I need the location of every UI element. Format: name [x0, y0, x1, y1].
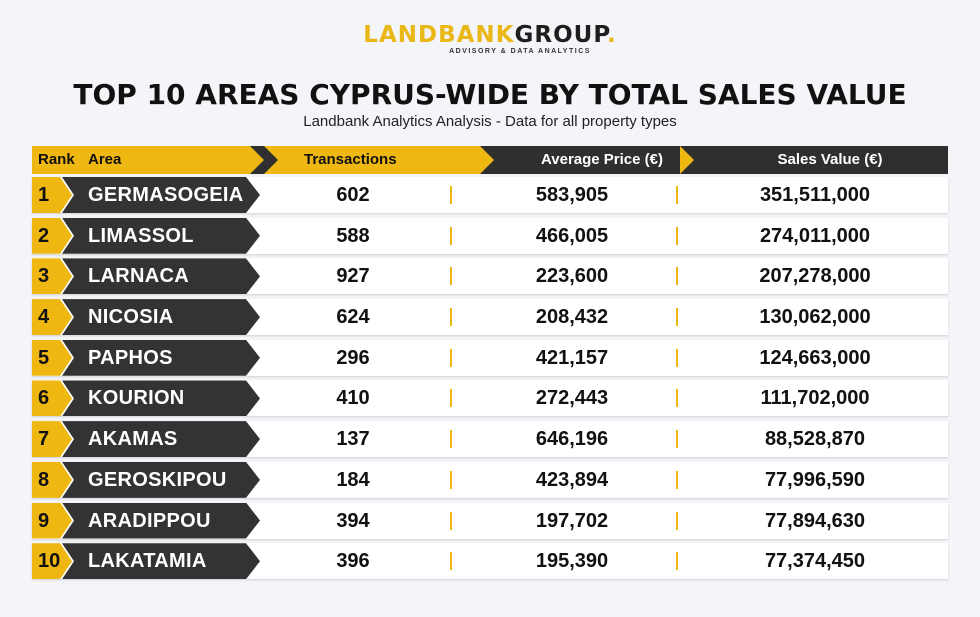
transactions-cell: 602	[336, 184, 370, 206]
sales-value-cell: 351,511,000	[759, 184, 871, 206]
area-badge	[62, 217, 260, 254]
area-name: LIMASSOL	[88, 224, 194, 247]
area-name: GEROSKIPOU	[88, 468, 227, 491]
table-row: 8 GEROSKIPOU 184 423,894 77,996,590	[32, 461, 948, 498]
transactions-cell: 624	[336, 306, 370, 329]
sales-value-cell: 124,663,000	[759, 346, 871, 369]
logo-part-landbank: LANDBANK	[363, 22, 515, 48]
area-badge	[62, 339, 260, 376]
header-transactions-bg	[264, 146, 494, 174]
column-separator	[450, 389, 452, 408]
area-name: KOURION	[88, 387, 185, 410]
area-badge	[62, 421, 260, 458]
column-separator	[450, 348, 452, 367]
area-badge	[62, 461, 260, 498]
average-price-cell: 421,157	[535, 346, 609, 369]
column-separator	[450, 186, 452, 204]
sales-value-cell: 111,702,000	[760, 387, 870, 410]
average-price-cell: 423,894	[535, 468, 609, 491]
page-title: TOP 10 AREAS CYPRUS-WIDE BY TOTAL SALES …	[73, 78, 907, 111]
transactions-cell: 588	[336, 224, 370, 247]
transactions-cell: 396	[336, 550, 370, 573]
sales-value-cell: 77,374,450	[764, 550, 866, 573]
transactions-cell: 410	[336, 387, 370, 410]
sales-value-cell: 207,278,000	[759, 265, 871, 288]
average-price-cell: 583,905	[535, 184, 609, 206]
average-price-cell: 466,005	[535, 224, 609, 247]
area-badge	[62, 299, 260, 336]
average-price-cell: 223,600	[535, 265, 609, 288]
average-price-cell: 195,390	[535, 550, 609, 573]
column-separator	[450, 552, 452, 571]
logo-part-group: GROUP	[514, 22, 607, 48]
sales-value-cell: 88,528,870	[764, 428, 866, 451]
column-separator	[676, 348, 678, 367]
column-separator	[676, 511, 678, 530]
column-separator	[450, 470, 452, 489]
table-row: 2 LIMASSOL 588 466,005 274,011,000	[32, 217, 948, 254]
transactions-cell: 927	[336, 265, 370, 288]
header-rank: Rank	[38, 151, 75, 168]
sales-value-cell: 130,062,000	[759, 306, 871, 329]
average-price-cell: 272,443	[535, 387, 609, 410]
area-name: AKAMAS	[88, 428, 178, 451]
area-badge	[62, 177, 260, 213]
column-separator	[450, 226, 452, 245]
table-row: 10 LAKATAMIA 396 195,390 77,374,450	[32, 543, 948, 580]
transactions-cell: 394	[336, 509, 370, 532]
table-row: 1 GERMASOGEIA 602 583,905 351,511,000	[32, 177, 948, 213]
column-separator	[676, 186, 678, 204]
area-name: GERMASOGEIA	[88, 184, 244, 206]
table-row: 3 LARNACA 927 223,600 207,278,000	[32, 258, 948, 295]
area-badge	[62, 502, 260, 539]
logo-tagline: ADVISORY & DATA ANALYTICS	[449, 48, 591, 55]
header-rank-area-bg	[32, 146, 264, 174]
header-sales-value: Sales Value (€)	[777, 151, 883, 168]
column-separator	[450, 511, 452, 530]
sales-value-cell: 77,996,590	[764, 468, 866, 491]
page-subtitle: Landbank Analytics Analysis - Data for a…	[303, 113, 677, 130]
column-separator	[676, 308, 678, 327]
column-separator	[676, 226, 678, 245]
table-body: 1 GERMASOGEIA 602 583,905 351,511,000 2 …	[32, 177, 948, 584]
column-separator	[676, 389, 678, 408]
area-badge	[62, 543, 260, 580]
logo: LANDBANKGROUP. ADVISORY & DATA ANALYTICS	[0, 22, 980, 55]
table-row: 4 NICOSIA 624 208,432 130,062,000	[32, 299, 948, 336]
table-row: 6 KOURION 410 272,443 111,702,000	[32, 380, 948, 417]
table-row: 7 AKAMAS 137 646,196 88,528,870	[32, 421, 948, 458]
average-price-cell: 197,702	[535, 509, 609, 532]
average-price-cell: 646,196	[535, 428, 609, 451]
table-row: 5 PAPHOS 296 421,157 124,663,000	[32, 339, 948, 376]
header-average-price: Average Price (€)	[540, 151, 663, 168]
column-separator	[676, 430, 678, 449]
transactions-cell: 184	[336, 468, 370, 491]
table-row: 9 ARADIPPOU 394 197,702 77,894,630	[32, 502, 948, 539]
area-name: NICOSIA	[88, 306, 174, 329]
area-name: LAKATAMIA	[88, 550, 207, 573]
logo-dot: .	[606, 22, 617, 48]
area-badge	[62, 380, 260, 417]
transactions-cell: 137	[336, 428, 370, 451]
area-name: LARNACA	[88, 265, 189, 288]
header-area: Area	[88, 151, 122, 168]
sales-value-cell: 274,011,000	[759, 224, 871, 247]
column-separator	[450, 267, 452, 286]
column-separator	[450, 308, 452, 327]
column-separator	[676, 267, 678, 286]
sales-value-cell: 77,894,630	[764, 509, 866, 532]
transactions-cell: 296	[336, 346, 370, 369]
column-separator	[676, 552, 678, 571]
logo-wordmark: LANDBANKGROUP.	[363, 22, 616, 48]
header-transactions: Transactions	[304, 151, 397, 168]
area-name: ARADIPPOU	[88, 509, 211, 532]
average-price-cell: 208,432	[535, 306, 609, 329]
column-separator	[676, 470, 678, 489]
column-separator	[450, 430, 452, 449]
area-badge	[62, 258, 260, 295]
table-header: Rank Area Transactions Average Price (€)…	[32, 146, 948, 174]
area-name: PAPHOS	[88, 346, 173, 369]
